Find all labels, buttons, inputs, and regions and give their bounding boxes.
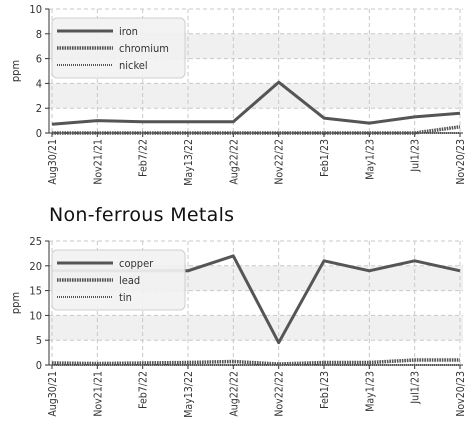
legend-label-nickel: nickel xyxy=(119,59,148,72)
legend-label-chromium: chromium xyxy=(119,42,169,55)
y-tick-label: 4 xyxy=(36,77,42,90)
series-line-lead xyxy=(52,360,460,364)
y-tick-label: 0 xyxy=(36,359,42,372)
x-tick-label: May13/22 xyxy=(183,139,195,186)
x-tick-label: Aug30/21 xyxy=(47,371,59,417)
y-tick-label: 8 xyxy=(36,28,42,41)
x-tick-label: Nov20/23 xyxy=(455,371,467,417)
x-tick-label: Nov22/22 xyxy=(274,139,286,185)
x-tick-label: Feb1/23 xyxy=(319,371,331,409)
y-axis-label: ppm xyxy=(9,60,22,82)
x-tick-label: Nov20/23 xyxy=(455,139,467,185)
legend-label-copper: copper xyxy=(119,257,154,270)
x-tick-label: Jul1/23 xyxy=(410,371,422,405)
x-tick-label: Jul1/23 xyxy=(410,139,422,173)
y-tick-label: 15 xyxy=(29,285,42,298)
section-title-non-ferrous: Non-ferrous Metals xyxy=(49,204,234,226)
y-axis-label: ppm xyxy=(9,292,22,314)
grid-band xyxy=(49,315,463,340)
x-tick-label: Nov21/21 xyxy=(92,139,104,185)
y-tick-label: 2 xyxy=(36,102,42,115)
x-tick-label: Aug22/22 xyxy=(228,139,240,185)
legend-label-tin: tin xyxy=(119,291,132,304)
y-tick-label: 5 xyxy=(36,334,42,347)
x-tick-label: Nov21/21 xyxy=(92,371,104,417)
x-tick-label: Feb7/22 xyxy=(138,139,150,177)
x-tick-label: May1/23 xyxy=(364,371,376,412)
grid-band xyxy=(49,83,463,108)
x-tick-label: Aug22/22 xyxy=(228,371,240,417)
y-tick-label: 6 xyxy=(36,53,42,66)
x-tick-label: Aug30/21 xyxy=(47,139,59,185)
y-tick-label: 20 xyxy=(29,260,42,273)
non-ferrous-chart-panel: 0 5 10 15 20 25 ppm Aug30/21 Nov21/21 Feb7/22 May1… xyxy=(0,232,469,429)
non-ferrous-line-chart: 0 5 10 15 20 25 ppm Aug30/21 Nov21/21 Feb7/22 May1… xyxy=(0,232,469,429)
x-tick-label: May13/22 xyxy=(183,371,195,418)
legend: copper lead tin xyxy=(52,250,185,310)
iron-chart-panel: 0 2 4 6 8 10 ppm Aug30/21 Nov21/21 Feb7/22 May13/2… xyxy=(0,0,469,196)
legend-label-lead: lead xyxy=(119,274,140,287)
y-tick-label: 0 xyxy=(36,127,42,140)
ferrous-line-chart: 0 2 4 6 8 10 ppm Aug30/21 Nov21/21 Feb7/22 May13/2… xyxy=(0,0,469,196)
x-tick-label: Feb7/22 xyxy=(138,371,150,409)
x-tick-label: Feb1/23 xyxy=(319,139,331,177)
x-tick-label: May1/23 xyxy=(364,139,376,180)
legend: iron chromium nickel xyxy=(52,18,185,78)
y-tick-label: 10 xyxy=(29,309,42,322)
legend-label-iron: iron xyxy=(119,25,138,38)
y-tick-label: 10 xyxy=(29,3,42,16)
y-tick-label: 25 xyxy=(29,235,42,248)
x-tick-label: Nov22/22 xyxy=(274,371,286,417)
